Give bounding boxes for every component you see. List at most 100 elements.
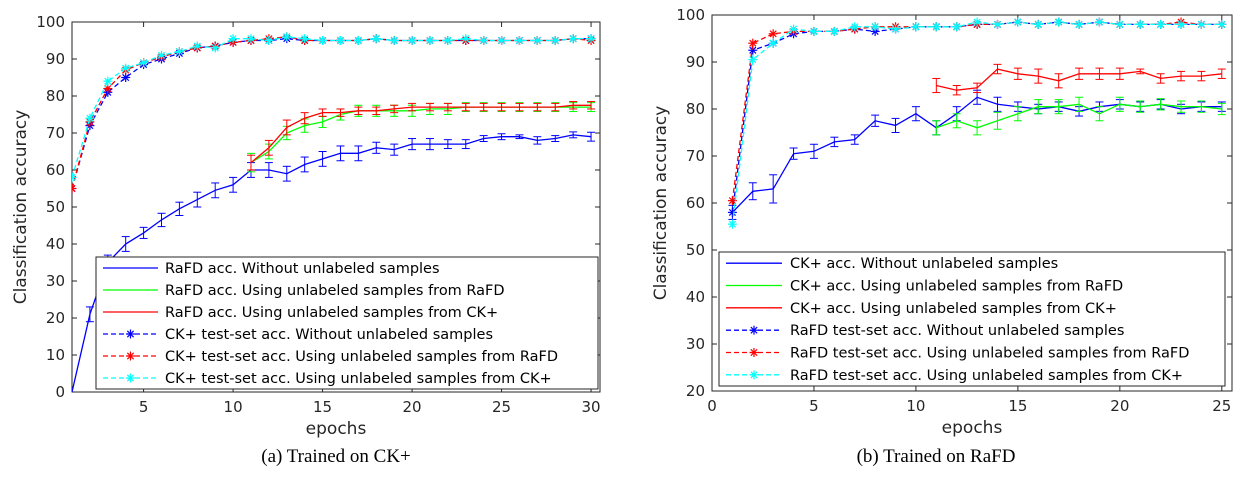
- legend-marker: [126, 351, 135, 361]
- legend-marker: [749, 370, 759, 380]
- plot-area: [727, 17, 1227, 229]
- legend-marker: [126, 373, 135, 383]
- y-tick-label: 100: [36, 13, 65, 31]
- x-tick-label: 25: [492, 398, 511, 416]
- data-point: [1094, 17, 1104, 27]
- data-point: [371, 34, 381, 44]
- data-point: [85, 113, 95, 123]
- x-axis-label: epochs: [306, 419, 367, 439]
- caption-a: (a) Trained on CK+: [261, 446, 411, 467]
- series-6: [727, 17, 1227, 229]
- legend-entry: CK+ test-set acc. Using unlabeled sample…: [165, 349, 558, 365]
- data-point: [829, 26, 839, 36]
- series-line: [72, 36, 592, 178]
- data-point: [479, 36, 489, 45]
- data-point: [139, 58, 149, 68]
- data-point: [768, 29, 778, 39]
- chart-1: 5 10 15 20 25 30 0 10 20 30 40 50 60 70 80 90 100 epochs C…: [11, 13, 601, 439]
- y-tick-label: 40: [46, 235, 65, 253]
- y-tick-label: 60: [686, 194, 705, 212]
- data-point: [891, 24, 901, 34]
- x-tick-label: 15: [313, 398, 332, 416]
- legend-entry: CK+ test-set acc. Without unlabeled samp…: [165, 327, 493, 343]
- y-tick-label: 80: [46, 87, 65, 105]
- data-point: [727, 196, 737, 206]
- data-point: [727, 219, 737, 229]
- legend-marker: [749, 348, 759, 357]
- x-tick-label: 10: [224, 398, 243, 416]
- data-point: [568, 34, 578, 44]
- data-point: [318, 36, 328, 45]
- data-point: [1074, 19, 1084, 29]
- y-tick-label: 20: [686, 382, 705, 400]
- series-3: [246, 101, 596, 171]
- data-point: [497, 36, 507, 45]
- y-tick-label: 100: [676, 6, 705, 24]
- data-point: [174, 47, 184, 57]
- x-tick-label: 25: [1212, 397, 1231, 415]
- data-point: [1176, 19, 1186, 29]
- y-tick-label: 10: [46, 346, 65, 364]
- legend-box: [95, 256, 599, 390]
- data-point: [72, 184, 77, 193]
- y-tick-label: 30: [46, 272, 65, 290]
- series-line: [72, 134, 592, 392]
- x-tick-label: 20: [403, 398, 422, 416]
- data-point: [425, 36, 435, 45]
- y-tick-label: 0: [55, 383, 65, 401]
- data-point: [870, 22, 880, 32]
- data-point: [1013, 17, 1023, 27]
- data-point: [264, 36, 274, 45]
- data-point: [768, 38, 778, 48]
- data-point: [121, 63, 131, 73]
- y-tick-label: 60: [46, 161, 65, 179]
- data-point: [809, 26, 819, 36]
- series-2: [246, 102, 596, 173]
- y-tick-label: 50: [686, 241, 705, 259]
- data-point: [1115, 19, 1125, 29]
- data-point: [443, 36, 453, 45]
- data-point: [748, 38, 758, 48]
- chart-2: 0 5 10 15 20 25 20 30 40 50 60 70 80 90 100 epochs Class…: [651, 6, 1233, 438]
- y-tick-label: 20: [46, 309, 65, 327]
- data-point: [850, 22, 860, 32]
- data-point: [911, 22, 921, 32]
- data-point: [192, 41, 202, 51]
- series-4: [72, 34, 596, 193]
- x-tick-label: 5: [809, 397, 819, 415]
- data-point: [1054, 17, 1064, 27]
- caption-b: (b) Trained on RaFD: [856, 446, 1016, 467]
- data-point: [300, 34, 310, 44]
- legend-marker: [126, 329, 135, 339]
- legend-entry: RaFD test-set acc. Using unlabeled sampl…: [790, 346, 1189, 362]
- legend-entry: RaFD acc. Using unlabeled samples from R…: [165, 283, 505, 299]
- data-point: [407, 36, 417, 45]
- legend-entry: RaFD acc. Using unlabeled samples from C…: [165, 305, 498, 321]
- y-tick-label: 80: [686, 100, 705, 118]
- series-6: [72, 32, 596, 182]
- data-point: [931, 22, 941, 32]
- y-tick-label: 50: [46, 198, 65, 216]
- legend-entry: RaFD test-set acc. Without unlabeled sam…: [790, 323, 1124, 339]
- x-tick-label: 10: [906, 397, 925, 415]
- data-point: [228, 34, 238, 44]
- series-line: [250, 104, 592, 164]
- data-point: [1156, 19, 1166, 29]
- series-line: [72, 38, 592, 189]
- y-tick-label: 70: [686, 147, 705, 165]
- data-point: [992, 19, 1002, 29]
- series-line: [250, 106, 592, 164]
- x-tick-label: 0: [707, 397, 717, 415]
- data-point: [461, 34, 471, 44]
- data-point: [514, 36, 524, 45]
- series-4: [727, 17, 1227, 217]
- y-tick-label: 30: [686, 335, 705, 353]
- data-point: [748, 55, 758, 65]
- series-3: [932, 63, 1226, 96]
- data-point: [550, 36, 560, 45]
- series-line: [731, 21, 1222, 213]
- legend-entry: CK+ acc. Without unlabeled samples: [790, 256, 1058, 272]
- data-point: [1217, 19, 1227, 29]
- legend-box: [718, 251, 1226, 387]
- x-tick-label: 5: [139, 398, 149, 416]
